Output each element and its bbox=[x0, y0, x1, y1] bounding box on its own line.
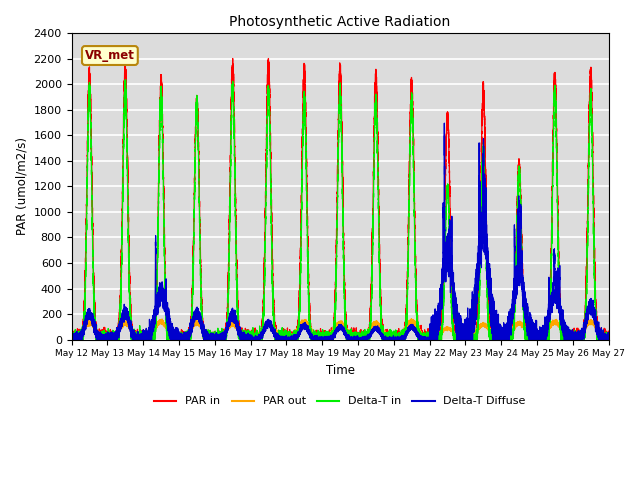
PAR out bbox=[471, 330, 479, 336]
PAR out bbox=[68, 337, 76, 343]
PAR in bbox=[486, 322, 493, 328]
PAR out bbox=[410, 322, 418, 328]
PAR in bbox=[605, 336, 612, 342]
PAR in bbox=[471, 336, 479, 342]
Delta-T Diffuse bbox=[410, 326, 418, 332]
Delta-T Diffuse bbox=[499, 325, 507, 331]
Delta-T in bbox=[605, 337, 612, 343]
Delta-T Diffuse bbox=[96, 330, 104, 336]
PAR in bbox=[507, 336, 515, 342]
Delta-T in bbox=[96, 337, 104, 343]
Delta-T Diffuse bbox=[507, 331, 515, 337]
Delta-T in bbox=[499, 337, 507, 343]
Delta-T Diffuse bbox=[471, 318, 479, 324]
Delta-T Diffuse bbox=[605, 334, 612, 340]
PAR out bbox=[96, 333, 104, 338]
PAR out bbox=[486, 328, 493, 334]
PAR in bbox=[499, 337, 507, 343]
X-axis label: Time: Time bbox=[326, 364, 355, 377]
Delta-T in bbox=[410, 213, 418, 218]
Legend: PAR in, PAR out, Delta-T in, Delta-T Diffuse: PAR in, PAR out, Delta-T in, Delta-T Dif… bbox=[150, 392, 531, 411]
PAR in bbox=[411, 195, 419, 201]
Line: PAR in: PAR in bbox=[72, 59, 609, 340]
PAR in bbox=[229, 56, 237, 61]
Delta-T in bbox=[68, 337, 76, 343]
Delta-T in bbox=[471, 334, 479, 340]
PAR in bbox=[68, 335, 76, 341]
Delta-T in bbox=[486, 331, 493, 337]
Delta-T Diffuse bbox=[68, 337, 76, 343]
Text: VR_met: VR_met bbox=[85, 49, 135, 62]
PAR out bbox=[605, 337, 612, 343]
PAR out bbox=[499, 336, 507, 342]
Line: Delta-T Diffuse: Delta-T Diffuse bbox=[72, 123, 609, 340]
PAR in bbox=[96, 332, 104, 338]
Line: Delta-T in: Delta-T in bbox=[72, 80, 609, 340]
PAR in bbox=[68, 337, 76, 343]
Delta-T Diffuse bbox=[440, 120, 448, 126]
Delta-T in bbox=[507, 336, 515, 342]
Line: PAR out: PAR out bbox=[72, 319, 609, 340]
Title: Photosynthetic Active Radiation: Photosynthetic Active Radiation bbox=[229, 15, 451, 29]
Delta-T in bbox=[122, 77, 129, 83]
Delta-T Diffuse bbox=[486, 297, 493, 302]
PAR out bbox=[408, 316, 415, 322]
PAR out bbox=[507, 331, 515, 336]
Y-axis label: PAR (umol/m2/s): PAR (umol/m2/s) bbox=[15, 137, 28, 235]
